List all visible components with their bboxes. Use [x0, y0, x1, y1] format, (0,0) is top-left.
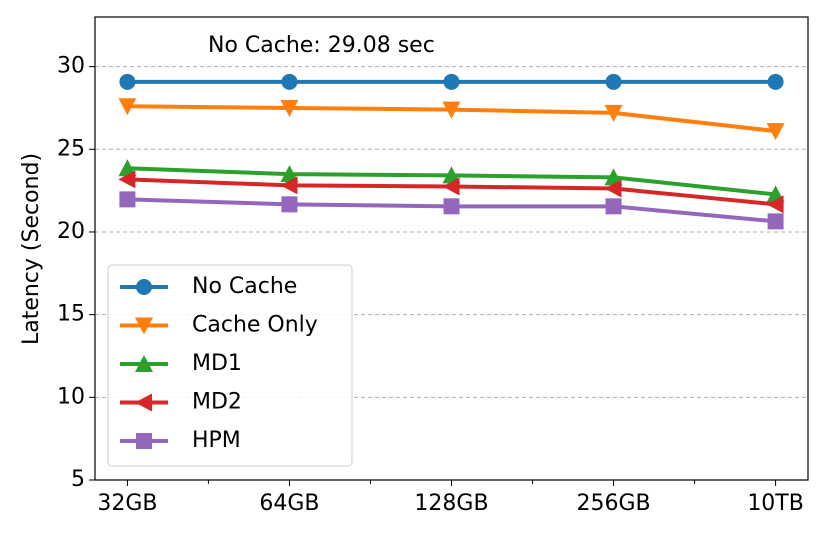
- marker: [280, 99, 299, 117]
- marker: [119, 191, 136, 208]
- marker: [281, 73, 298, 90]
- y-tick-label: 10: [57, 384, 85, 409]
- marker: [604, 168, 623, 186]
- legend: No Cache Cache Only MD1 MD2 HPM: [107, 264, 353, 467]
- marker: [766, 195, 784, 214]
- plot-frame: [94, 16, 809, 481]
- marker: [281, 196, 298, 213]
- legend-label: No Cache: [192, 274, 297, 299]
- y-axis-label: Latency (Second): [19, 153, 44, 345]
- x-tick-label: 10TB: [747, 491, 804, 516]
- x-tick-label: 128GB: [414, 491, 488, 516]
- annotation: No Cache: 29.08 sec: [208, 33, 435, 58]
- marker: [118, 170, 136, 189]
- marker: [118, 98, 137, 116]
- x-tick-label: 256GB: [576, 491, 650, 516]
- marker: [136, 433, 152, 449]
- marker: [280, 176, 298, 195]
- marker: [443, 73, 460, 90]
- y-tick-label: 5: [71, 467, 85, 492]
- y-tick-label: 20: [57, 219, 85, 244]
- marker: [442, 101, 461, 119]
- marker: [442, 166, 461, 184]
- marker: [280, 165, 299, 183]
- y-tick-label: 25: [57, 136, 85, 161]
- marker: [442, 177, 460, 196]
- y-tick-label: 30: [57, 54, 85, 79]
- legend-box: [107, 264, 353, 467]
- y-tick-label: 15: [57, 302, 85, 327]
- x-tick-label: 32GB: [97, 491, 157, 516]
- marker: [119, 73, 136, 90]
- legend-label: MD1: [192, 351, 242, 376]
- x-tick-label: 64GB: [259, 491, 319, 516]
- marker: [604, 104, 623, 122]
- legend-label: MD2: [192, 390, 242, 415]
- marker: [604, 179, 622, 198]
- marker: [136, 279, 152, 295]
- marker: [443, 198, 460, 215]
- marker: [767, 213, 784, 230]
- marker: [135, 317, 153, 335]
- legend-label: Cache Only: [192, 313, 318, 338]
- marker: [766, 123, 785, 141]
- marker: [135, 355, 153, 372]
- legend-label: HPM: [192, 428, 241, 453]
- marker: [605, 198, 622, 215]
- marker: [135, 393, 152, 412]
- marker: [767, 73, 784, 90]
- marker: [605, 73, 622, 90]
- marker: [118, 159, 137, 177]
